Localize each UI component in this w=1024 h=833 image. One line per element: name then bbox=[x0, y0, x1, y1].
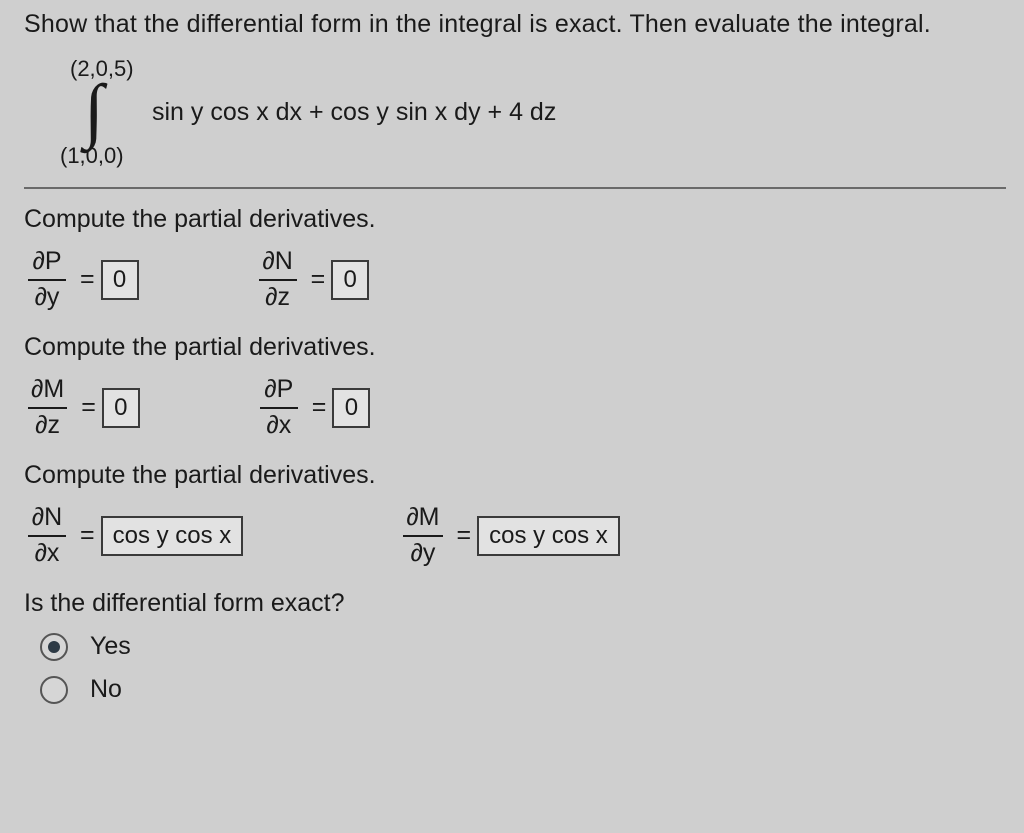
fraction-numerator: ∂N bbox=[29, 504, 65, 532]
section-heading: Compute the partial derivatives. bbox=[24, 205, 1006, 234]
radio-selected-icon[interactable] bbox=[40, 633, 68, 661]
derivative-row: ∂M ∂z = 0 ∂P ∂x = 0 bbox=[28, 376, 1006, 439]
option-yes-row[interactable]: Yes bbox=[40, 632, 1006, 661]
fraction-bar bbox=[259, 279, 297, 281]
partial-fraction: ∂M ∂y bbox=[403, 504, 442, 567]
equals-sign: = bbox=[312, 393, 327, 422]
option-no-row[interactable]: No bbox=[40, 675, 1006, 704]
answer-input[interactable]: cos y cos x bbox=[101, 516, 244, 556]
fraction-denominator: ∂y bbox=[407, 540, 438, 568]
answer-input[interactable]: 0 bbox=[101, 260, 139, 300]
answer-input[interactable]: 0 bbox=[102, 388, 140, 428]
option-yes-label: Yes bbox=[90, 632, 131, 661]
fraction-bar bbox=[28, 279, 66, 281]
fraction-bar bbox=[28, 535, 66, 537]
problem-prompt: Show that the differential form in the i… bbox=[24, 10, 1006, 39]
section-heading: Compute the partial derivatives. bbox=[24, 333, 1006, 362]
fraction-denominator: ∂z bbox=[262, 284, 293, 312]
fraction-bar bbox=[28, 407, 67, 409]
section-heading: Compute the partial derivatives. bbox=[24, 461, 1006, 490]
fraction-numerator: ∂M bbox=[28, 376, 67, 404]
integrand: sin y cos x dx + cos y sin x dy + 4 dz bbox=[152, 98, 556, 127]
fraction-numerator: ∂N bbox=[259, 248, 295, 276]
partial-fraction: ∂N ∂z bbox=[259, 248, 297, 311]
fraction-bar bbox=[260, 407, 298, 409]
fraction-numerator: ∂P bbox=[29, 248, 64, 276]
partial-fraction: ∂N ∂x bbox=[28, 504, 66, 567]
answer-input[interactable]: 0 bbox=[332, 388, 370, 428]
divider bbox=[24, 187, 1006, 189]
integral-symbol: ∫ bbox=[84, 74, 104, 146]
derivative-row: ∂P ∂y = 0 ∂N ∂z = 0 bbox=[28, 248, 1006, 311]
equals-sign: = bbox=[81, 393, 96, 422]
partial-fraction: ∂P ∂y bbox=[28, 248, 66, 311]
fraction-numerator: ∂P bbox=[261, 376, 296, 404]
fraction-numerator: ∂M bbox=[403, 504, 442, 532]
integral-sign-block: (2,0,5) ∫ (1,0,0) bbox=[64, 60, 124, 165]
answer-input[interactable]: cos y cos x bbox=[477, 516, 620, 556]
partial-fraction: ∂M ∂z bbox=[28, 376, 67, 439]
equals-sign: = bbox=[457, 521, 472, 550]
equals-sign: = bbox=[80, 521, 95, 550]
equals-sign: = bbox=[311, 265, 326, 294]
fraction-denominator: ∂y bbox=[32, 284, 63, 312]
fraction-denominator: ∂x bbox=[32, 540, 63, 568]
fraction-denominator: ∂x bbox=[263, 412, 294, 440]
fraction-denominator: ∂z bbox=[32, 412, 63, 440]
integral-lower-limit: (1,0,0) bbox=[60, 143, 124, 169]
option-no-label: No bbox=[90, 675, 122, 704]
fraction-bar bbox=[403, 535, 442, 537]
exactness-question: Is the differential form exact? bbox=[24, 589, 1006, 618]
integral-expression: (2,0,5) ∫ (1,0,0) sin y cos x dx + cos y… bbox=[64, 57, 1006, 167]
radio-unselected-icon[interactable] bbox=[40, 676, 68, 704]
answer-input[interactable]: 0 bbox=[331, 260, 369, 300]
equals-sign: = bbox=[80, 265, 95, 294]
partial-fraction: ∂P ∂x bbox=[260, 376, 298, 439]
derivative-row: ∂N ∂x = cos y cos x ∂M ∂y = cos y cos x bbox=[28, 504, 1006, 567]
